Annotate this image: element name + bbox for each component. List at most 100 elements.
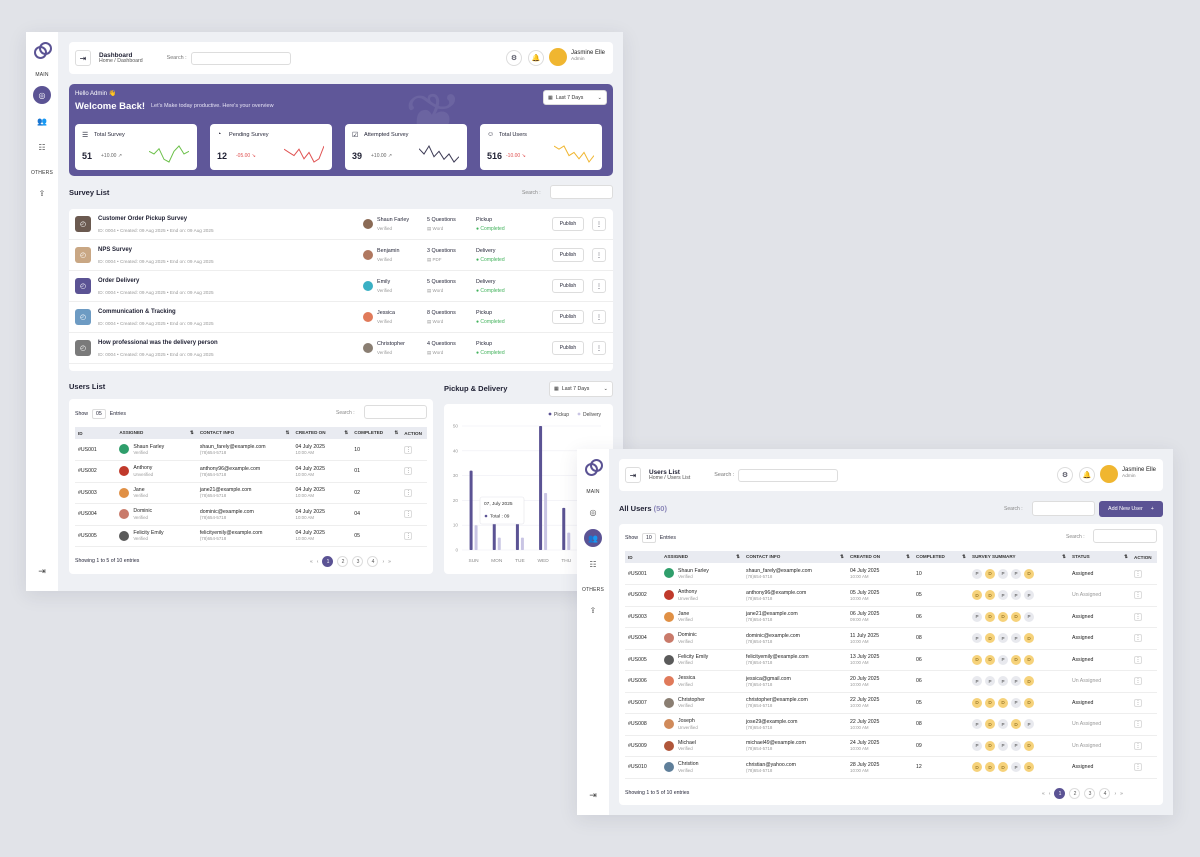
notification-bell-icon[interactable]: 🔔 <box>528 50 544 66</box>
column-header[interactable]: ACTION <box>401 427 427 439</box>
column-header[interactable]: STATUS ⇅ <box>1069 551 1131 563</box>
more-options-icon[interactable]: ⋮ <box>404 510 413 519</box>
page-button[interactable]: 3 <box>1084 788 1096 799</box>
contact-email[interactable]: anthony96@example.com <box>746 589 807 596</box>
column-header[interactable]: CREATED ON ⇅ <box>292 427 352 439</box>
survey-row[interactable]: ◴ How professional was the delivery perso… <box>69 333 613 364</box>
contact-email[interactable]: shaun_farely@example.com <box>746 568 812 574</box>
contact-email[interactable]: shaun_farely@example.com <box>199 444 266 450</box>
publish-button[interactable]: Publish <box>552 217 584 231</box>
more-options-icon[interactable]: ⋮ <box>404 488 413 497</box>
page-nav-icon[interactable]: ‹ <box>316 558 319 565</box>
more-options-icon[interactable]: ⋮ <box>1134 698 1142 707</box>
settings-icon[interactable]: ⚙ <box>506 50 522 66</box>
survey-row[interactable]: ◴ NPS Survey ID: 0004 • Created: 09 Aug 20… <box>69 240 613 271</box>
sort-icon[interactable]: ⇅ <box>1062 554 1066 559</box>
search-input[interactable] <box>738 468 839 482</box>
contact-email[interactable]: felicityemily@example.com <box>746 654 809 661</box>
all-users-search-input[interactable] <box>1032 501 1095 516</box>
table-row[interactable]: #US001 Shaun Farley Verified shaun_farely@… <box>75 439 427 461</box>
table-row[interactable]: #US004 Dominic Verified dominic@example.co… <box>625 627 1157 650</box>
page-button[interactable]: 1 <box>322 556 334 567</box>
contact-email[interactable]: christian@yahoo.com <box>746 761 796 768</box>
page-button[interactable]: 3 <box>352 556 364 567</box>
table-row[interactable]: #US006 Jessica Verified jessica@gmail.com(… <box>625 670 1157 693</box>
column-header[interactable]: ASSIGNED ⇅ <box>661 551 743 563</box>
publish-button[interactable]: Publish <box>552 248 584 262</box>
sort-icon[interactable]: ⇅ <box>840 554 844 559</box>
sort-icon[interactable]: ⇅ <box>962 554 966 559</box>
contact-email[interactable]: jessica@gmail.com <box>746 675 791 682</box>
breadcrumb-home[interactable]: Home <box>99 57 113 64</box>
more-options-icon[interactable]: ⋮ <box>592 310 606 324</box>
contact-email[interactable]: jose29@example.com <box>746 718 798 725</box>
entries-count-select[interactable]: 05 <box>91 409 106 419</box>
table-row[interactable]: #US004 Dominic Verified dominic@example.co… <box>75 503 427 526</box>
more-options-icon[interactable]: ⋮ <box>404 531 413 540</box>
more-options-icon[interactable]: ⋮ <box>1134 677 1142 686</box>
table-row[interactable]: #US002 Anthony Unverified anthony96@exampl… <box>75 460 427 483</box>
table-row[interactable]: #US010 Christion Verified christian@yahoo.… <box>625 756 1157 779</box>
more-options-icon[interactable]: ⋮ <box>404 467 413 476</box>
column-header[interactable]: ID <box>75 427 117 439</box>
nav-users-icon[interactable]: 👥 <box>584 529 602 547</box>
survey-row[interactable]: ◴ Order Delivery ID: 0004 • Created: 09 Au… <box>69 271 613 302</box>
column-header[interactable]: CREATED ON ⇅ <box>847 551 913 563</box>
more-options-icon[interactable]: ⋮ <box>592 217 606 231</box>
table-row[interactable]: #US007 Christopher Verified christopher@ex… <box>625 692 1157 714</box>
page-button[interactable]: 2 <box>337 556 349 567</box>
more-options-icon[interactable]: ⋮ <box>592 248 606 262</box>
more-options-icon[interactable]: ⋮ <box>592 341 606 355</box>
contact-email[interactable]: dominic@example.com <box>746 632 800 639</box>
avatar[interactable] <box>549 48 567 66</box>
column-header[interactable]: CONTACT INFO ⇅ <box>196 427 293 439</box>
user-info[interactable]: Jasmine Elle Admin <box>1122 467 1156 479</box>
page-nav-icon[interactable]: « <box>1042 790 1045 797</box>
page-nav-icon[interactable]: › <box>382 558 385 565</box>
survey-name[interactable]: NPS Survey <box>98 247 133 253</box>
column-header[interactable]: CONTACT INFO ⇅ <box>743 551 847 563</box>
sort-icon[interactable]: ⇅ <box>344 430 349 435</box>
table-row[interactable]: #US008 Joseph Unverified jose29@example.co… <box>625 713 1157 736</box>
table-row[interactable]: #US005 Felicity Emily Verified felicityemi… <box>75 525 427 547</box>
survey-name[interactable]: Customer Order Pickup Survey <box>98 216 188 222</box>
add-new-user-button[interactable]: Add New User + <box>1099 501 1163 517</box>
table-search-input[interactable] <box>1093 529 1157 543</box>
logout-icon[interactable]: ⇥ <box>38 566 46 576</box>
nav-survey-icon[interactable]: ☷ <box>38 142 46 152</box>
survey-name[interactable]: Communication & Tracking <box>98 309 176 315</box>
more-options-icon[interactable]: ⋮ <box>1134 763 1142 772</box>
nav-share-icon[interactable]: ⇪ <box>589 605 597 615</box>
collapse-sidebar-icon[interactable]: ⇥ <box>75 50 91 66</box>
more-options-icon[interactable]: ⋮ <box>1134 634 1142 643</box>
contact-email[interactable]: felicityemily@example.com <box>199 530 263 537</box>
sort-icon[interactable]: ⇅ <box>1124 554 1128 559</box>
chart-range-dropdown[interactable]: ▦ Last 7 Days ⌄ <box>549 381 613 397</box>
publish-button[interactable]: Publish <box>552 310 584 324</box>
page-nav-icon[interactable]: « <box>310 558 313 565</box>
table-row[interactable]: #US003 Jane Verified jane21@example.com (78… <box>75 482 427 504</box>
contact-email[interactable]: christopher@example.com <box>746 697 808 704</box>
contact-email[interactable]: dominic@example.com <box>199 508 254 515</box>
survey-search-input[interactable] <box>550 185 613 199</box>
sort-icon[interactable]: ⇅ <box>906 554 910 559</box>
page-nav-icon[interactable]: › <box>1114 790 1117 797</box>
more-options-icon[interactable]: ⋮ <box>1134 569 1142 578</box>
page-nav-icon[interactable]: » <box>388 558 391 565</box>
survey-name[interactable]: How professional was the delivery person <box>98 340 218 346</box>
column-header[interactable]: COMPLETED ⇅ <box>913 551 969 563</box>
nav-dashboard-icon[interactable]: ◎ <box>33 86 51 104</box>
table-row[interactable]: #US005 Felicity Emily Verified felicityemi… <box>625 649 1157 671</box>
page-button[interactable]: 1 <box>1054 788 1066 799</box>
column-header[interactable]: ID <box>625 551 661 563</box>
publish-button[interactable]: Publish <box>552 341 584 355</box>
more-options-icon[interactable]: ⋮ <box>1134 655 1142 664</box>
column-header[interactable]: COMPLETED ⇅ <box>351 427 402 439</box>
page-button[interactable]: 4 <box>367 556 379 567</box>
page-nav-icon[interactable]: ‹ <box>1048 790 1051 797</box>
survey-row[interactable]: ◴ Communication & Tracking ID: 0004 • Crea… <box>69 302 613 333</box>
contact-email[interactable]: michael49@example.com <box>746 740 806 747</box>
more-options-icon[interactable]: ⋮ <box>1134 612 1142 621</box>
table-row[interactable]: #US001 Shaun Farley Verified shaun_farely@… <box>625 563 1157 585</box>
table-row[interactable]: #US002 Anthony Unverified anthony96@exampl… <box>625 584 1157 607</box>
